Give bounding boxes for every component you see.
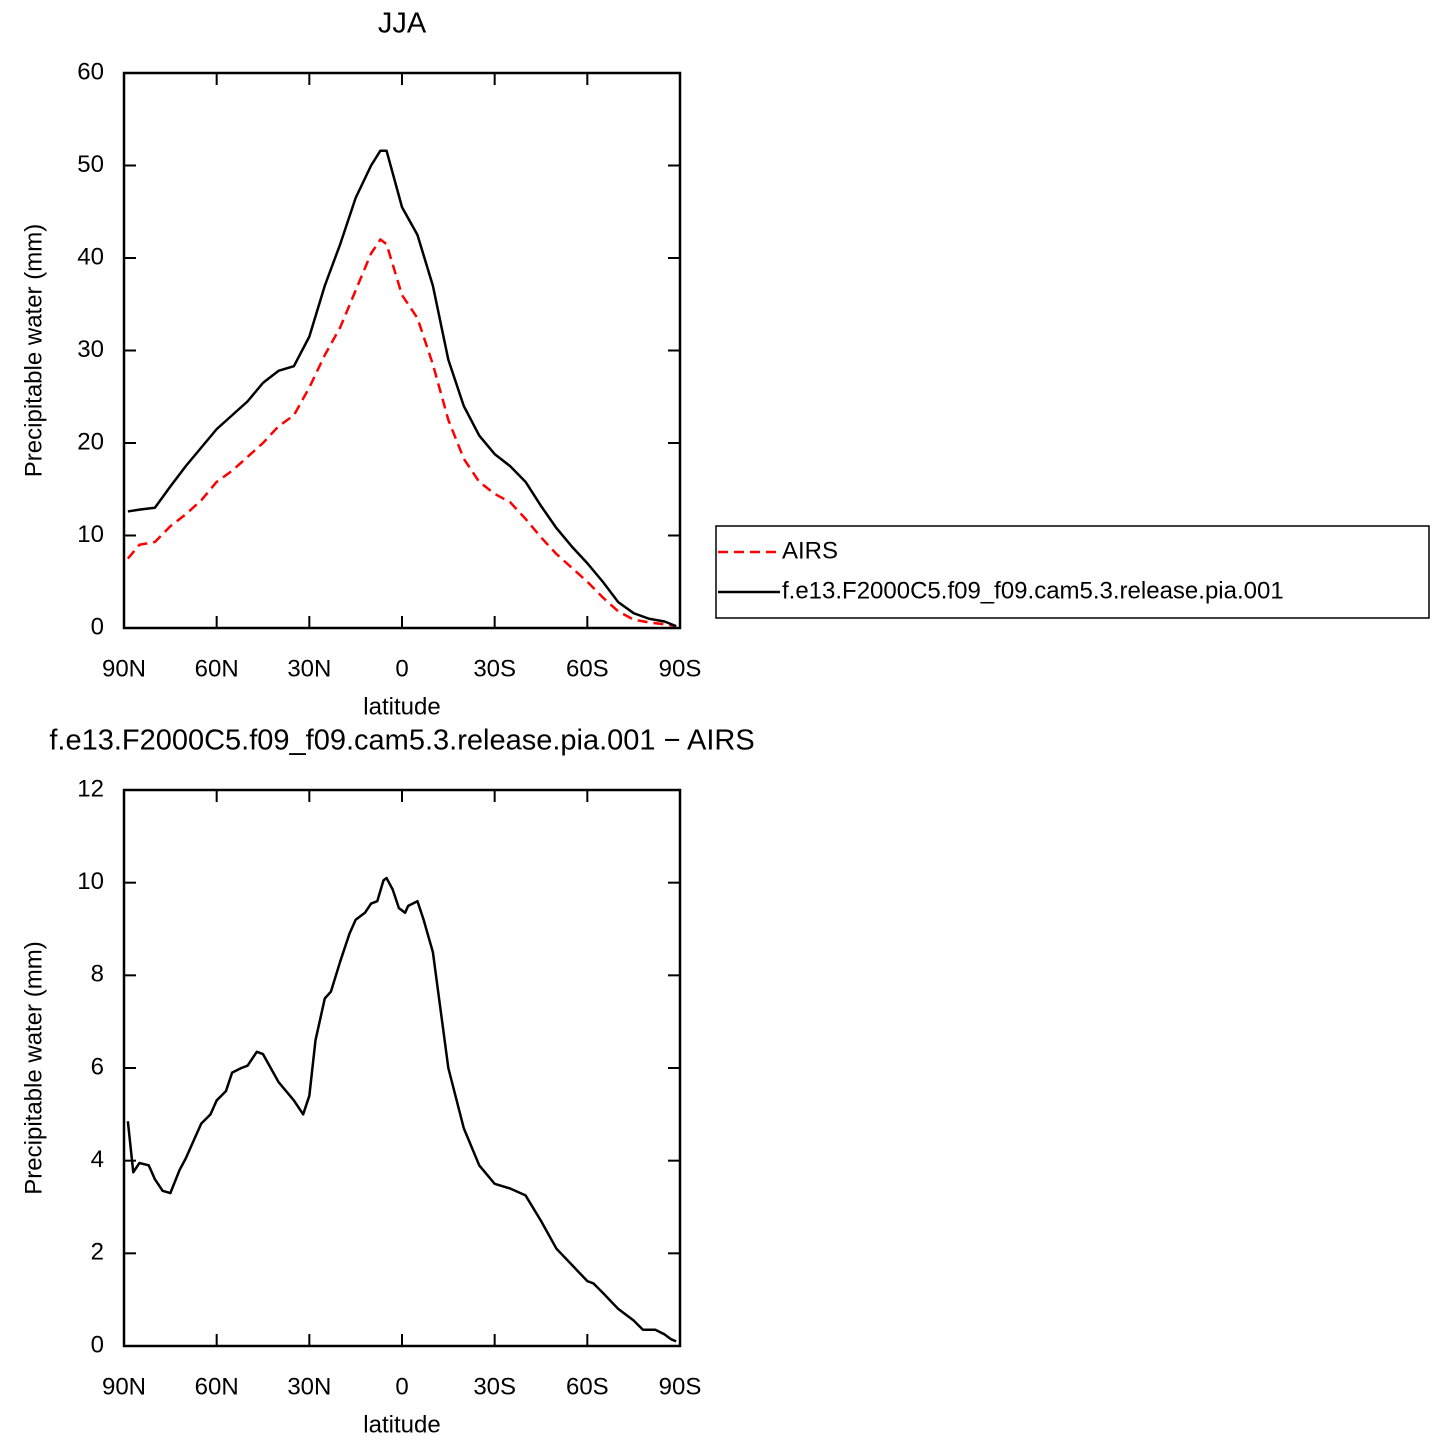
- y-tick-label: 0: [91, 613, 104, 640]
- legend-box: [715, 525, 1430, 619]
- x-tick-label: 90S: [659, 1373, 702, 1400]
- x-tick-label: 30N: [287, 655, 331, 682]
- x-tick-label: 60S: [566, 1373, 609, 1400]
- x-tick-label: 30S: [473, 1373, 516, 1400]
- x-axis-label: latitude: [363, 693, 440, 720]
- y-axis-label: Precipitable water (mm): [20, 224, 47, 477]
- plot-frame: [122, 788, 682, 1348]
- x-tick-label: 0: [395, 655, 408, 682]
- x-axis-label: latitude: [363, 1411, 440, 1438]
- y-tick-label: 20: [77, 428, 104, 455]
- x-tick-label: 60N: [195, 655, 239, 682]
- y-axis-label: Precipitable water (mm): [20, 941, 47, 1194]
- y-tick-label: 4: [91, 1146, 104, 1173]
- x-tick-label: 60S: [566, 655, 609, 682]
- y-tick-label: 2: [91, 1239, 104, 1266]
- y-tick-label: 12: [77, 775, 104, 802]
- x-tick-label: 30S: [473, 655, 516, 682]
- data-line: [126, 876, 677, 1343]
- x-tick-label: 90N: [102, 655, 146, 682]
- y-tick-label: 40: [77, 243, 104, 270]
- x-tick-label: 30N: [287, 1373, 331, 1400]
- legend-label: f.e13.F2000C5.f09_f09.cam5.3.release.pia…: [782, 577, 1284, 604]
- x-tick-label: 90S: [659, 655, 702, 682]
- y-tick-label: 30: [77, 336, 104, 363]
- y-tick-label: 8: [91, 961, 104, 988]
- y-tick-label: 10: [77, 521, 104, 548]
- x-tick-label: 0: [395, 1373, 408, 1400]
- data-line: [127, 149, 677, 628]
- legend-label: AIRS: [782, 537, 838, 564]
- plot-frame: [122, 71, 682, 630]
- x-tick-label: 90N: [102, 1373, 146, 1400]
- y-tick-label: 0: [91, 1331, 104, 1358]
- y-tick-label: 50: [77, 151, 104, 178]
- y-tick-label: 60: [77, 58, 104, 85]
- x-tick-label: 60N: [195, 1373, 239, 1400]
- y-tick-label: 10: [77, 868, 104, 895]
- chart-title: JJA: [378, 8, 427, 40]
- y-tick-label: 6: [91, 1053, 104, 1080]
- data-line: [126, 238, 677, 628]
- chart-title: f.e13.F2000C5.f09_f09.cam5.3.release.pia…: [49, 725, 754, 757]
